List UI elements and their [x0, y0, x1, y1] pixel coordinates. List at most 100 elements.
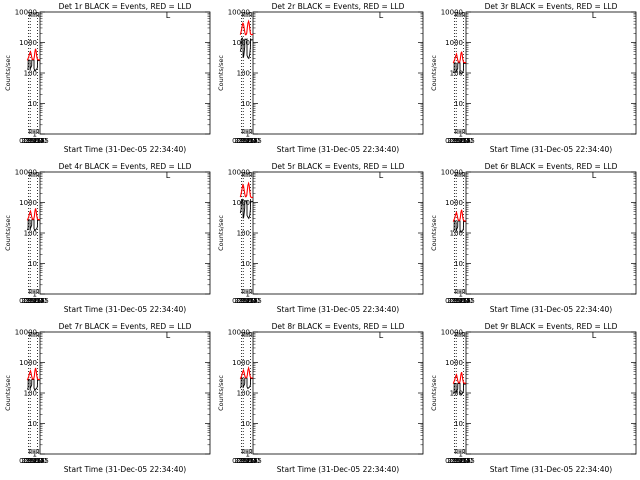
y-tick-label: 1 — [459, 131, 463, 139]
y-tick-label: 10 — [28, 420, 37, 428]
y-tick-label: 1000 — [19, 39, 37, 47]
panel-title: Det 1r BLACK = Events, RED = LLD — [59, 2, 192, 11]
panel-title: Det 9r BLACK = Events, RED = LLD — [485, 322, 618, 331]
x-tick-label: 23:30 — [23, 297, 43, 305]
y-tick-label: 10000 — [228, 9, 250, 17]
panel-title: Det 3r BLACK = Events, RED = LLD — [485, 2, 618, 11]
lld-rate-line — [452, 372, 466, 384]
x-tick-label: 23:45 — [234, 137, 254, 145]
x-tick-label: 23:00 — [240, 297, 260, 305]
y-tick-label: 10 — [454, 100, 463, 108]
x-tick-label: 23:00 — [27, 137, 47, 145]
x-tick-label: 22:45 — [29, 297, 49, 305]
x-tick-label: 23:45 — [21, 297, 41, 305]
y-tick-label: 10000 — [15, 329, 37, 337]
detector-panel: Det 3r BLACK = Events, RED = LLD 1 10 100 10… — [430, 2, 637, 154]
x-axis-label: Start Time (31-Dec-05 22:34:40) — [64, 145, 186, 154]
event-rate-line — [239, 198, 254, 220]
y-axis-label: Counts/sec — [430, 375, 438, 411]
x-tick-label: 23:15 — [25, 297, 45, 305]
y-axis-label: Counts/sec — [430, 55, 438, 91]
event-rate-line — [452, 220, 467, 234]
y-tick-label: 1000 — [232, 359, 250, 367]
x-tick-label: 22:45 — [29, 457, 49, 465]
x-tick-label: 23:00 — [453, 297, 473, 305]
corner-mark: L — [379, 331, 384, 340]
x-tick-label: 23:30 — [236, 137, 256, 145]
y-tick-label: 10 — [241, 100, 250, 108]
y-tick-label: 100 — [24, 390, 37, 398]
lld-rate-line — [239, 19, 254, 36]
y-axis-label: Counts/sec — [430, 215, 438, 251]
event-rate-line — [239, 37, 254, 60]
y-axis-label: Counts/sec — [4, 215, 12, 251]
y-tick-label: 10 — [28, 100, 37, 108]
plot-frame — [252, 171, 424, 295]
panel-title: Det 8r BLACK = Events, RED = LLD — [272, 322, 405, 331]
plot-frame — [252, 11, 424, 135]
x-tick-label: 23:15 — [451, 457, 471, 465]
corner-mark: L — [592, 171, 597, 180]
x-tick-label: 22:45 — [242, 137, 262, 145]
x-tick-label: 23:00 — [240, 457, 260, 465]
y-tick-label: 10 — [454, 420, 463, 428]
y-tick-label: 10000 — [441, 9, 463, 17]
lld-rate-line — [452, 209, 466, 222]
y-axis-label: Counts/sec — [4, 375, 12, 411]
y-tick-label: 100 — [450, 230, 463, 238]
panel-title: Det 7r BLACK = Events, RED = LLD — [59, 322, 192, 331]
y-tick-label: 1000 — [445, 359, 463, 367]
y-axis-label: Counts/sec — [4, 55, 12, 91]
x-tick-label: 23:15 — [451, 297, 471, 305]
y-tick-label: 10000 — [441, 169, 463, 177]
y-tick-label: 100 — [237, 390, 250, 398]
x-tick-label: 23:00 — [27, 297, 47, 305]
x-tick-label: 23:30 — [23, 137, 43, 145]
panel-title: Det 5r BLACK = Events, RED = LLD — [272, 162, 405, 171]
lld-rate-line — [239, 366, 253, 380]
x-tick-label: 23:15 — [238, 137, 258, 145]
x-tick-label: 00:00 — [232, 297, 252, 305]
plot-frame — [465, 171, 637, 295]
x-tick-label: 00:00 — [19, 297, 39, 305]
x-tick-label: 23:00 — [240, 137, 260, 145]
y-tick-label: 1000 — [445, 39, 463, 47]
x-axis-label: Start Time (31-Dec-05 22:34:40) — [277, 305, 399, 314]
corner-mark: L — [166, 171, 171, 180]
y-tick-label: 1 — [246, 291, 250, 299]
detector-panel: Det 8r BLACK = Events, RED = LLD 1 10 100 10… — [217, 322, 424, 474]
x-tick-label: 00:00 — [19, 137, 39, 145]
x-tick-label: 00:00 — [445, 137, 465, 145]
x-tick-label: 23:15 — [25, 137, 45, 145]
x-tick-label: 22:45 — [242, 297, 262, 305]
y-tick-label: 1 — [246, 131, 250, 139]
y-tick-label: 10 — [241, 260, 250, 268]
panel-title: Det 6r BLACK = Events, RED = LLD — [485, 162, 618, 171]
detector-panel: Det 9r BLACK = Events, RED = LLD11010010… — [430, 322, 637, 474]
plot-frame — [465, 11, 637, 135]
panel-title: Det 2r BLACK = Events, RED = LLD — [272, 2, 405, 11]
x-tick-label: 23:15 — [451, 137, 471, 145]
x-tick-label: 23:00 — [27, 457, 47, 465]
y-axis-label: Counts/sec — [217, 55, 225, 91]
x-tick-label: 23:15 — [238, 297, 258, 305]
corner-mark: L — [166, 11, 171, 20]
detector-panel: Det 4r BLACK = Events, RED = LLD 1 10 100 10… — [4, 162, 211, 314]
plot-frame — [252, 331, 424, 455]
lld-rate-line — [26, 367, 40, 381]
x-tick-label: 23:15 — [25, 457, 45, 465]
detector-panel: Det 5r BLACK = Events, RED = LLD 1 10 100 10… — [217, 162, 424, 314]
x-tick-label: 23:30 — [449, 457, 469, 465]
y-tick-label: 1 — [33, 291, 37, 299]
event-rate-line — [239, 377, 254, 390]
x-axis-label: Start Time (31-Dec-05 22:34:40) — [490, 305, 612, 314]
y-tick-label: 1 — [459, 451, 463, 459]
x-axis-label: Start Time (31-Dec-05 22:34:40) — [277, 145, 399, 154]
y-tick-label: 1000 — [19, 199, 37, 207]
corner-mark: L — [592, 331, 597, 340]
x-tick-label: 00:00 — [232, 137, 252, 145]
lld-rate-line — [26, 208, 40, 221]
x-axis-label: Start Time (31-Dec-05 22:34:40) — [64, 305, 186, 314]
x-axis-label: Start Time (31-Dec-05 22:34:40) — [277, 465, 399, 474]
